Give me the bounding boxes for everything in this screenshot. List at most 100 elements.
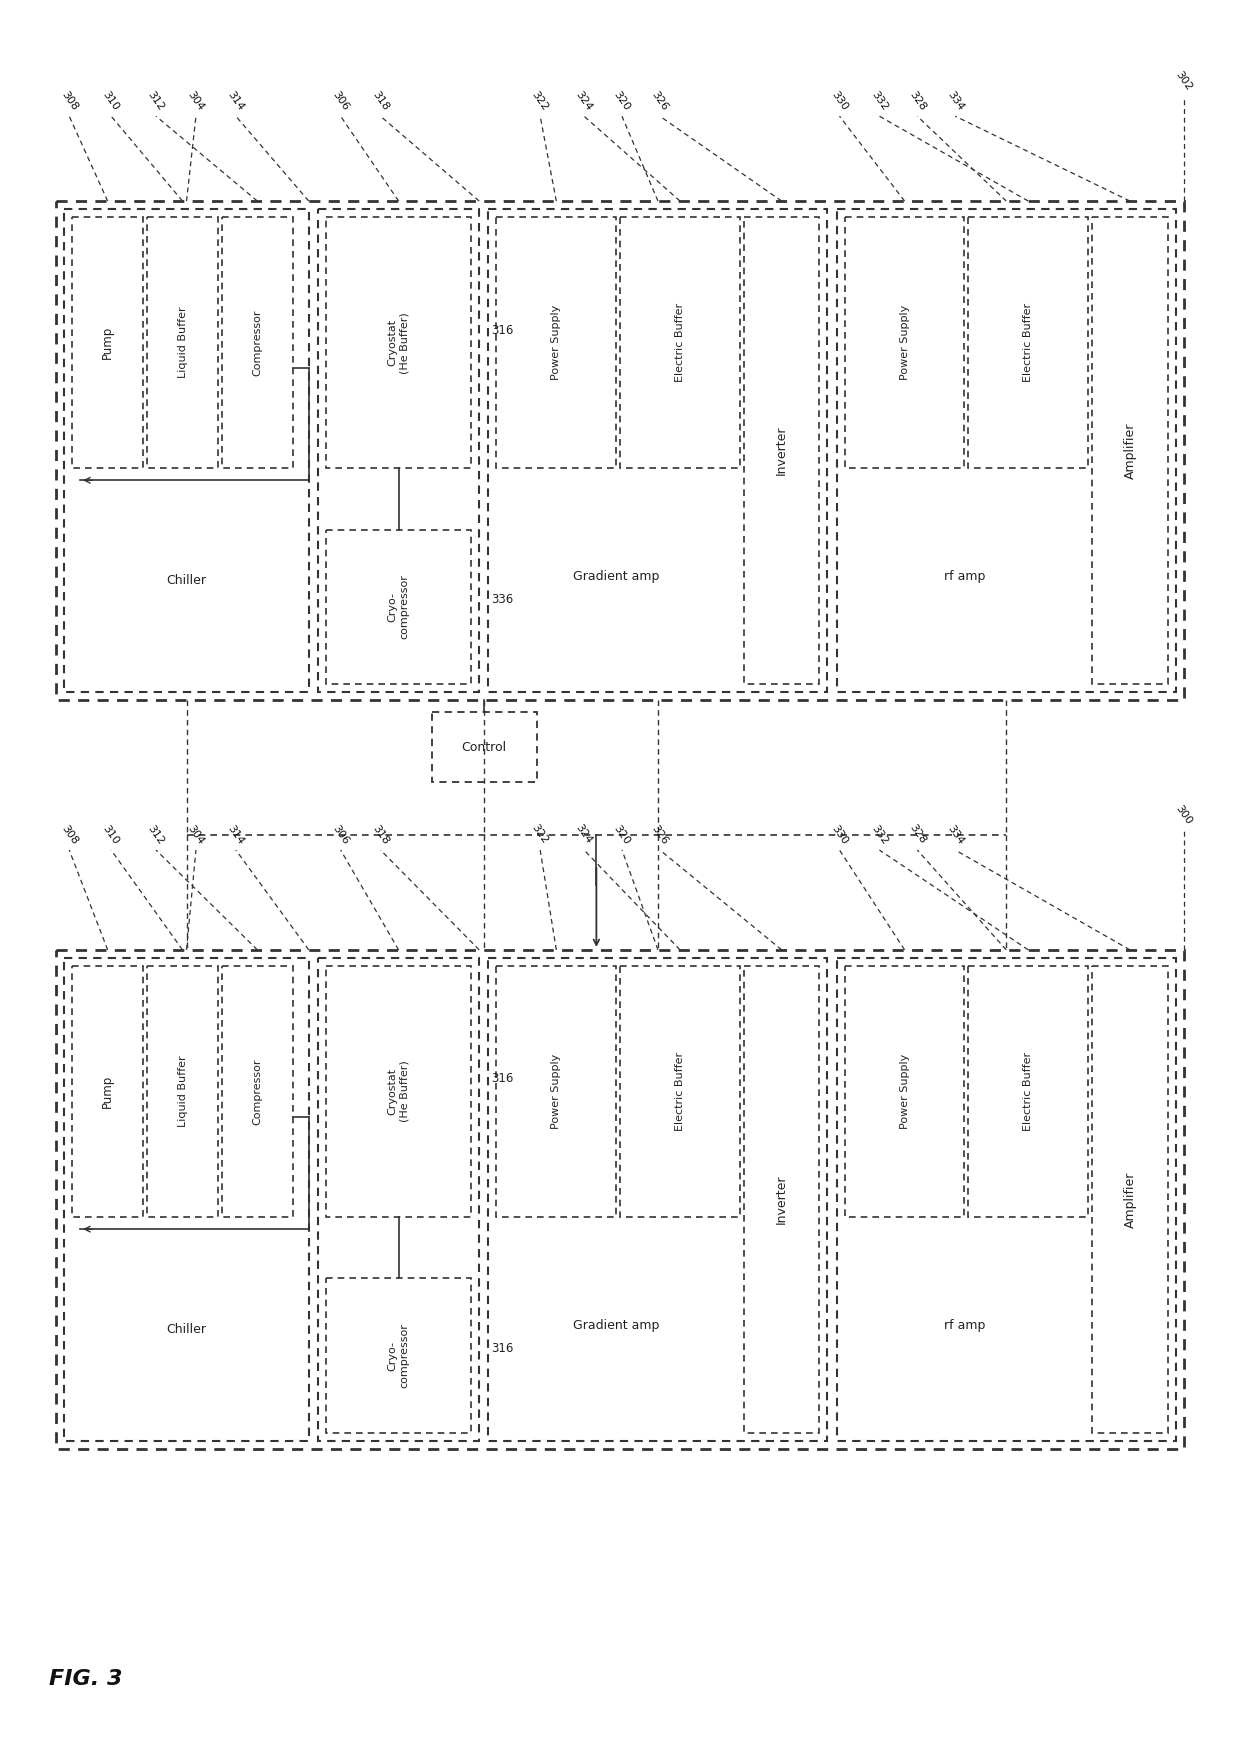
Bar: [844, 966, 965, 1217]
FancyArrowPatch shape: [474, 601, 510, 607]
Text: Power Supply: Power Supply: [552, 305, 562, 380]
Text: 308: 308: [60, 89, 79, 112]
Text: Cryo-
compressor: Cryo- compressor: [388, 575, 409, 640]
Bar: [496, 966, 616, 1217]
Text: 304: 304: [186, 89, 206, 112]
Text: 306: 306: [331, 823, 351, 845]
Bar: [326, 1278, 471, 1433]
Text: 316: 316: [491, 324, 513, 336]
Bar: [620, 218, 740, 469]
Text: Electric Buffer: Electric Buffer: [675, 303, 684, 382]
Bar: [489, 209, 827, 692]
Text: Pump: Pump: [102, 326, 114, 359]
Bar: [744, 966, 820, 1433]
Text: 328: 328: [908, 823, 928, 845]
Bar: [64, 209, 309, 692]
Text: Inverter: Inverter: [775, 425, 789, 476]
Text: 302: 302: [1173, 70, 1194, 92]
Text: 328: 328: [908, 89, 928, 112]
Text: FIG. 3: FIG. 3: [50, 1668, 123, 1689]
Bar: [326, 530, 471, 685]
Text: Power Supply: Power Supply: [899, 1055, 910, 1129]
Text: 316: 316: [491, 1072, 513, 1086]
Text: Control: Control: [461, 741, 507, 753]
Text: Compressor: Compressor: [253, 310, 263, 376]
Text: 324: 324: [574, 89, 594, 112]
Text: Gradient amp: Gradient amp: [573, 1319, 660, 1332]
Text: 322: 322: [529, 823, 551, 845]
Bar: [489, 959, 827, 1441]
Text: 320: 320: [611, 89, 632, 112]
Text: 330: 330: [830, 89, 849, 112]
Text: Power Supply: Power Supply: [552, 1055, 562, 1129]
Bar: [326, 966, 471, 1217]
Text: 300: 300: [1173, 804, 1194, 826]
Text: Cryostat
(He Buffer): Cryostat (He Buffer): [388, 312, 409, 373]
Text: Chiller: Chiller: [166, 1323, 207, 1335]
Text: 312: 312: [146, 823, 166, 845]
Bar: [1092, 966, 1168, 1433]
Text: 310: 310: [100, 89, 122, 112]
Text: Chiller: Chiller: [166, 573, 207, 587]
Text: Gradient amp: Gradient amp: [573, 570, 660, 582]
Bar: [317, 959, 479, 1441]
Text: 316: 316: [491, 1342, 513, 1354]
Text: 318: 318: [371, 823, 391, 845]
FancyArrowPatch shape: [474, 333, 507, 342]
Bar: [148, 966, 218, 1217]
Text: Power Supply: Power Supply: [899, 305, 910, 380]
Bar: [56, 950, 1184, 1448]
Text: 320: 320: [611, 823, 632, 845]
Bar: [432, 713, 537, 783]
Text: Pump: Pump: [102, 1075, 114, 1109]
Text: 314: 314: [226, 823, 246, 845]
Bar: [222, 218, 293, 469]
Text: 332: 332: [869, 823, 889, 845]
Bar: [837, 959, 1176, 1441]
Text: 318: 318: [371, 89, 391, 112]
Text: 326: 326: [650, 89, 670, 112]
Text: 334: 334: [945, 823, 966, 845]
Text: 306: 306: [331, 89, 351, 112]
Bar: [326, 218, 471, 469]
Text: 308: 308: [60, 823, 79, 845]
Text: 336: 336: [491, 593, 513, 607]
Bar: [317, 209, 479, 692]
Text: rf amp: rf amp: [944, 570, 985, 582]
Bar: [222, 966, 293, 1217]
Text: Amplifier: Amplifier: [1123, 1171, 1137, 1227]
Text: 310: 310: [100, 823, 122, 845]
Text: Electric Buffer: Electric Buffer: [1023, 303, 1033, 382]
FancyArrowPatch shape: [474, 1349, 510, 1354]
Text: 334: 334: [945, 89, 966, 112]
Text: Electric Buffer: Electric Buffer: [1023, 1053, 1033, 1131]
Text: Cryo-
compressor: Cryo- compressor: [388, 1323, 409, 1387]
Bar: [64, 959, 309, 1441]
Bar: [72, 218, 143, 469]
Text: 322: 322: [529, 89, 551, 112]
Bar: [620, 966, 740, 1217]
Bar: [496, 218, 616, 469]
Text: 312: 312: [146, 89, 166, 112]
Text: Inverter: Inverter: [775, 1175, 789, 1224]
Bar: [56, 200, 1184, 701]
Text: 332: 332: [869, 89, 889, 112]
Bar: [968, 218, 1089, 469]
Text: 314: 314: [226, 89, 246, 112]
Text: 326: 326: [650, 823, 670, 845]
Text: Amplifier: Amplifier: [1123, 422, 1137, 479]
Bar: [837, 209, 1176, 692]
Bar: [744, 218, 820, 685]
Text: Cryostat
(He Buffer): Cryostat (He Buffer): [388, 1060, 409, 1122]
Bar: [72, 966, 143, 1217]
Text: 330: 330: [830, 823, 849, 845]
Text: Electric Buffer: Electric Buffer: [675, 1053, 684, 1131]
Bar: [968, 966, 1089, 1217]
Text: Liquid Buffer: Liquid Buffer: [177, 1056, 187, 1128]
Text: Compressor: Compressor: [253, 1058, 263, 1124]
Text: 324: 324: [574, 823, 594, 845]
Text: rf amp: rf amp: [944, 1319, 985, 1332]
Bar: [148, 218, 218, 469]
Bar: [844, 218, 965, 469]
Text: Liquid Buffer: Liquid Buffer: [177, 307, 187, 378]
